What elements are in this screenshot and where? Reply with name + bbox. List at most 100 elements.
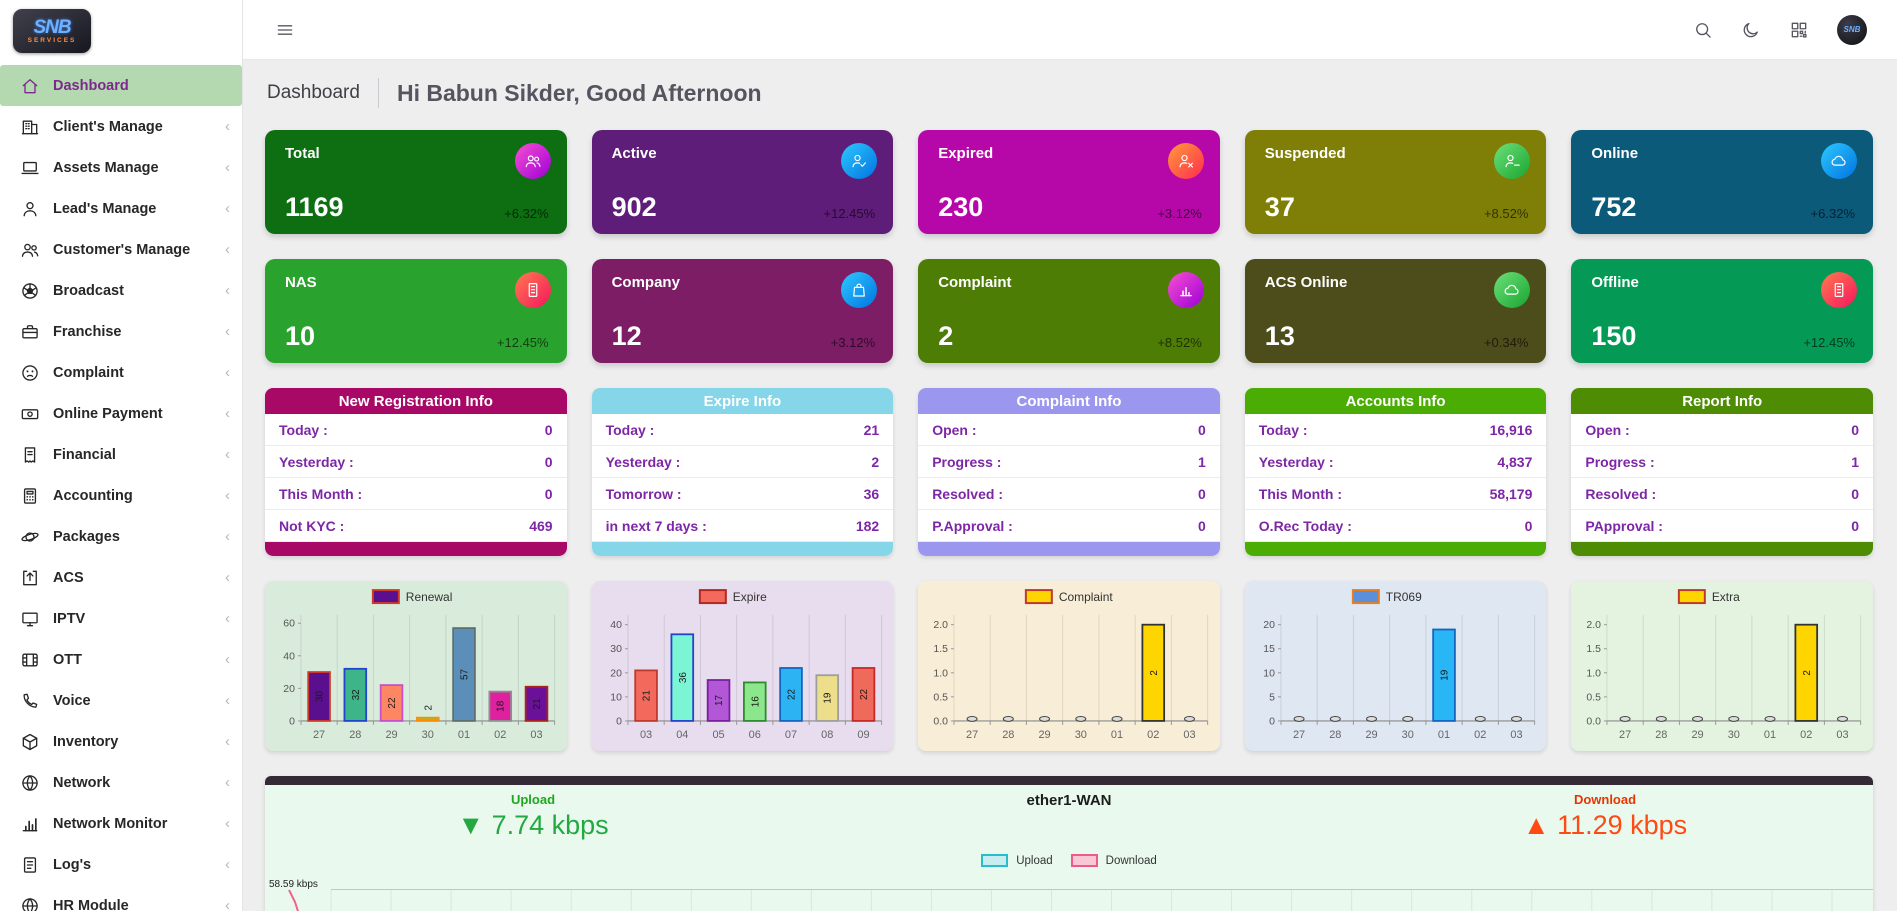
download-arrow-icon: ▲ (1522, 810, 1550, 840)
server-icon (528, 283, 537, 297)
stat-card-delta: +12.45% (496, 335, 549, 350)
row-label: Resolved : (932, 485, 1003, 502)
stat-card-expired[interactable]: Expired 230 +3.12% (918, 130, 1220, 234)
legend-label: Expire (732, 590, 766, 604)
stat-card-company[interactable]: Company 12 +3.12% (591, 259, 894, 363)
row-label: Today : (1258, 421, 1308, 438)
y-tick-label: 0.0 (934, 716, 949, 727)
sidebar-item-client-s-manage[interactable]: Client's Manage ‹ (0, 106, 242, 147)
stat-card-online[interactable]: Online 752 +6.32% (1571, 130, 1873, 234)
zero-marker (966, 716, 978, 722)
row-value: 0 (544, 485, 553, 502)
sidebar-item-hr-module[interactable]: HR Module ‹ (0, 885, 242, 911)
sidebar-item-inventory[interactable]: Inventory ‹ (0, 721, 242, 762)
legend-swatch (1678, 589, 1707, 605)
y-tick-label: 0 (616, 716, 622, 727)
info-table-title: Accounts Info (1244, 388, 1547, 414)
avatar[interactable]: SNB (1837, 14, 1867, 45)
users-icon (525, 155, 541, 168)
search-icon[interactable] (1693, 20, 1713, 40)
stat-card-value: 752 (1591, 192, 1637, 222)
sidebar-item-online-payment[interactable]: Online Payment ‹ (0, 393, 242, 434)
chevron-left-icon: ‹ (225, 364, 230, 381)
upload-arrow-icon: ▼ (457, 810, 485, 840)
bar-value-label: 30 (315, 691, 326, 703)
stat-card-offline[interactable]: Offline 150 +12.45% (1571, 259, 1873, 363)
table-row: Today : 16,916 (1244, 414, 1547, 446)
zero-marker (1111, 716, 1123, 722)
stat-card-total[interactable]: Total 1169 +6.32% (265, 130, 567, 234)
sidebar-item-franchise[interactable]: Franchise ‹ (0, 311, 242, 352)
sidebar-item-ott[interactable]: OTT ‹ (0, 639, 242, 680)
chevron-left-icon: ‹ (225, 487, 230, 504)
stat-card-nas[interactable]: NAS 10 +12.45% (265, 259, 567, 363)
calculator-icon (20, 486, 40, 506)
mini-chart-renewal: Renewal 0 20 40 60 30 27 32 28 22 29 2 30 57 01 18 02 21 0… (265, 581, 567, 751)
x-tick-label: 30 (1728, 729, 1740, 741)
sidebar-item-financial[interactable]: Financial ‹ (0, 434, 242, 475)
sidebar-item-assets-manage[interactable]: Assets Manage ‹ (0, 147, 242, 188)
calculator-icon (23, 487, 37, 504)
sidebar-item-acs[interactable]: ACS ‹ (0, 557, 242, 598)
sidebar-item-accounting[interactable]: Accounting ‹ (0, 475, 242, 516)
search-icon (1696, 22, 1711, 38)
y-tick-label: 0 (1269, 716, 1275, 727)
user-x-icon (1179, 154, 1193, 168)
server-icon (1834, 283, 1844, 297)
sidebar-item-dashboard[interactable]: Dashboard (0, 65, 242, 106)
stat-card-bottom: 10 +12.45% (285, 323, 549, 351)
sidebar-item-network-monitor[interactable]: Network Monitor ‹ (0, 803, 242, 844)
zero-marker (1510, 716, 1522, 722)
stat-cards-row-1: Total 1169 +6.32% Active 902 +12.45% Expired 23… (265, 130, 1873, 234)
y-tick-label: 20 (1263, 620, 1275, 631)
y-tick-label: 40 (283, 651, 295, 662)
row-label: P.Approval : (932, 517, 1013, 534)
dark-mode-icon[interactable] (1741, 20, 1761, 40)
stat-card-complaint[interactable]: Complaint 2 +8.52% (918, 259, 1220, 363)
legend-swatch (1025, 589, 1054, 605)
stat-card-acs-online[interactable]: ACS Online 13 +0.34% (1244, 259, 1547, 363)
bar (670, 633, 694, 722)
zero-marker (1184, 716, 1196, 722)
home-icon (22, 78, 38, 93)
stat-card-delta: +6.32% (504, 206, 549, 221)
sidebar-item-network[interactable]: Network ‹ (0, 762, 242, 803)
sidebar-item-complaint[interactable]: Complaint ‹ (0, 352, 242, 393)
bar (851, 667, 875, 722)
download-legend-swatch (1070, 854, 1098, 867)
laptop-icon (21, 161, 39, 174)
row-label: This Month : (1258, 485, 1342, 502)
sidebar-item-log-s[interactable]: Log's ‹ (0, 844, 242, 885)
table-row: Today : 0 (265, 414, 567, 446)
stat-card-bottom: 230 +3.12% (938, 194, 1202, 222)
ball-icon (22, 282, 38, 299)
cash-icon (21, 408, 39, 419)
user-icon (20, 199, 40, 219)
chevron-left-icon: ‹ (225, 159, 230, 176)
row-label: Tomorrow : (605, 485, 682, 502)
bar (815, 674, 839, 722)
row-label: Progress : (932, 453, 1002, 470)
sidebar-item-label: Network Monitor (53, 815, 168, 832)
stat-card-active[interactable]: Active 902 +12.45% (591, 130, 894, 234)
qr-code-icon[interactable] (1789, 20, 1809, 40)
sidebar-item-label: Packages (53, 528, 120, 545)
row-value: 2 (871, 453, 880, 470)
sidebar-item-label: Log's (53, 856, 92, 873)
sidebar-item-label: IPTV (53, 610, 86, 627)
sidebar-item-label: Dashboard (53, 77, 129, 94)
sidebar-item-voice[interactable]: Voice ‹ (0, 680, 242, 721)
stat-card-suspended[interactable]: Suspended 37 +8.52% (1244, 130, 1547, 234)
sidebar-item-broadcast[interactable]: Broadcast ‹ (0, 270, 242, 311)
sidebar-item-iptv[interactable]: IPTV ‹ (0, 598, 242, 639)
table-row: Resolved : 0 (918, 478, 1220, 510)
menu-icon (277, 24, 293, 35)
table-row: P.Approval : 0 (918, 510, 1220, 542)
menu-icon[interactable] (275, 20, 295, 40)
sidebar-item-packages[interactable]: Packages ‹ (0, 516, 242, 557)
sidebar-item-customer-s-manage[interactable]: Customer's Manage ‹ (0, 229, 242, 270)
y-tick-label: 2.0 (1587, 620, 1602, 631)
x-tick-label: 02 (1801, 729, 1813, 741)
sidebar-item-lead-s-manage[interactable]: Lead's Manage ‹ (0, 188, 242, 229)
page-title: Hi Babun Sikder, Good Afternoon (396, 79, 762, 106)
